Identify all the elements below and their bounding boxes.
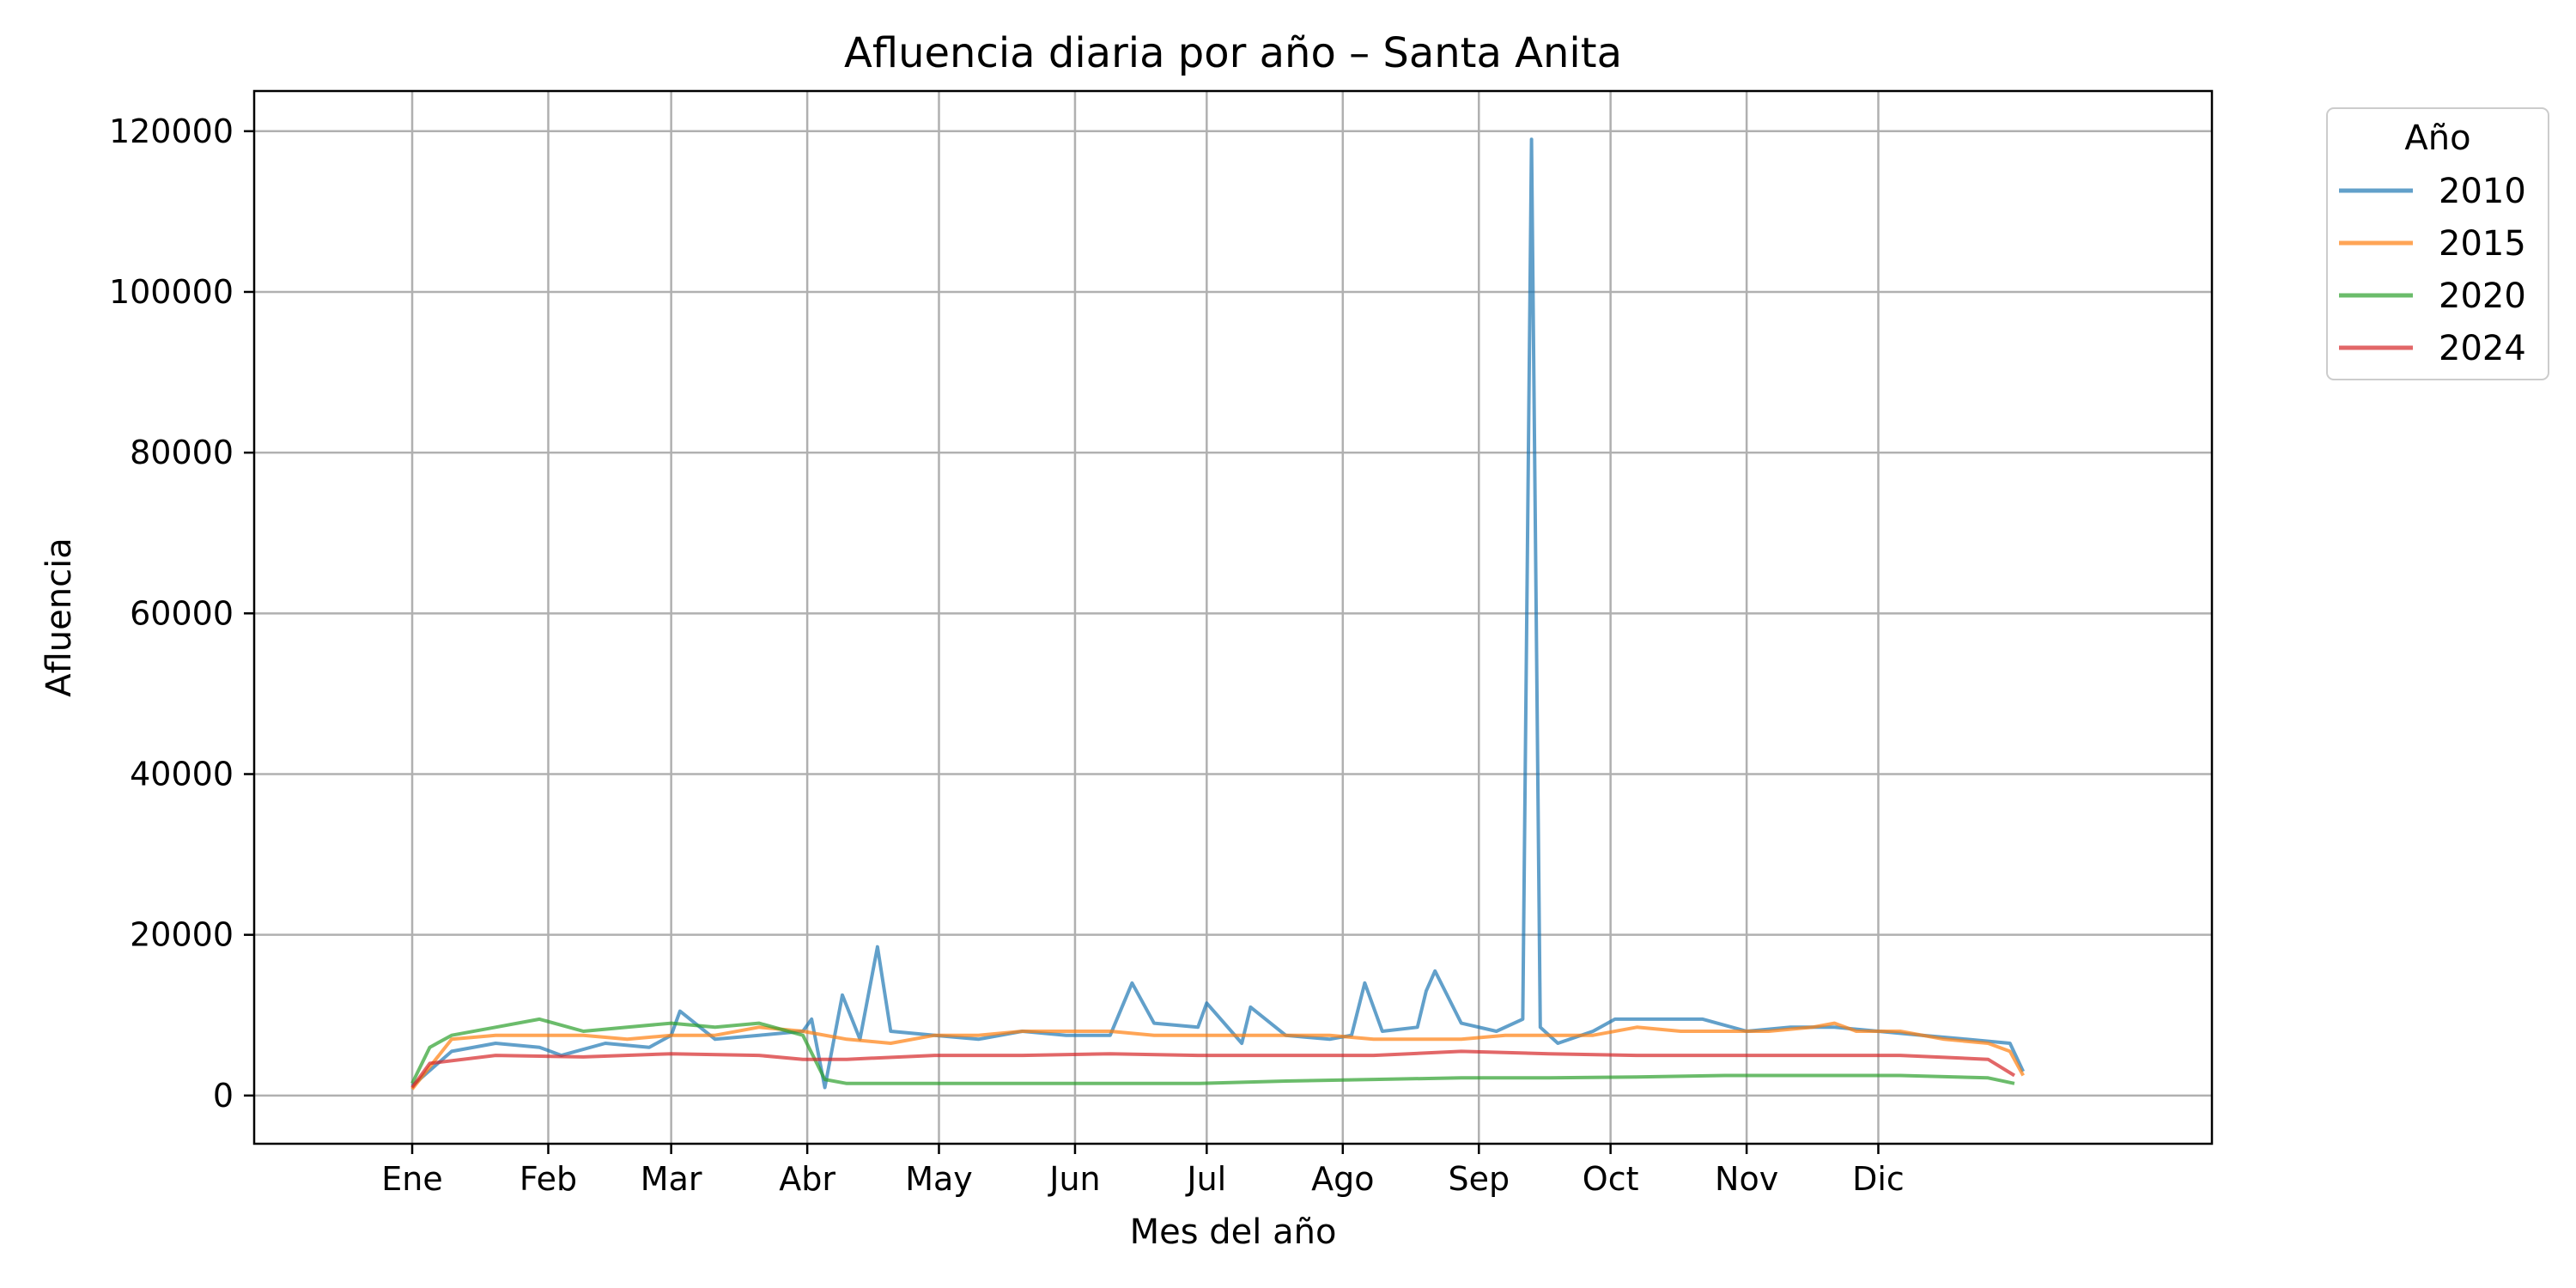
legend-label-2015: 2015	[2439, 224, 2526, 264]
y-tick-label: 100000	[109, 273, 234, 311]
legend-box	[2326, 107, 2549, 380]
y-tick-label: 60000	[130, 594, 234, 632]
x-tick-label: Dic	[1852, 1160, 1905, 1198]
series-line-2015	[410, 1021, 2025, 1091]
y-tick-label: 40000	[130, 755, 234, 793]
grid-lines	[254, 91, 2212, 1144]
series-lines	[410, 137, 2026, 1091]
x-tick-label: Mar	[641, 1160, 702, 1198]
legend-title: Año	[2404, 118, 2470, 158]
x-tick-label: Ene	[381, 1160, 442, 1198]
legend-label-2020: 2020	[2439, 276, 2526, 316]
x-tick-label: Jun	[1048, 1160, 1100, 1198]
x-tick-label: Nov	[1715, 1160, 1778, 1198]
legend-label-2024: 2024	[2439, 329, 2526, 368]
legend: Año 2010 2015 2020 2024	[2326, 107, 2549, 380]
x-tick-label: Sep	[1448, 1160, 1510, 1198]
legend-label-2010: 2010	[2439, 172, 2526, 211]
series-line-2020	[410, 1017, 2015, 1085]
axis-ticks: Ene Feb Mar Abr May Jun Jul Ago Sep Oct Nov Dic 0 200…	[109, 112, 1905, 1198]
x-tick-label: Abr	[779, 1160, 835, 1198]
x-tick-label: May	[905, 1160, 973, 1198]
legend-items: 2010 2015 2020 2024	[2339, 172, 2526, 368]
series-line-2010	[410, 137, 2026, 1090]
y-tick-label: 120000	[109, 112, 234, 150]
y-tick-label: 0	[213, 1077, 234, 1115]
x-tick-label: Feb	[519, 1160, 577, 1198]
series-line-2024	[410, 1049, 2016, 1089]
plot-frame	[252, 89, 2214, 1145]
chart-title: Afluencia diaria por año – Santa Anita	[844, 29, 1622, 77]
x-axis-title: Mes del año	[1130, 1212, 1337, 1252]
x-tick-label: Jul	[1185, 1160, 1226, 1198]
x-tick-label: Oct	[1583, 1160, 1639, 1198]
y-tick-label: 20000	[130, 916, 234, 954]
y-axis-title: Afluencia	[39, 538, 79, 697]
x-tick-label: Ago	[1311, 1160, 1374, 1198]
y-tick-label: 80000	[130, 434, 234, 471]
